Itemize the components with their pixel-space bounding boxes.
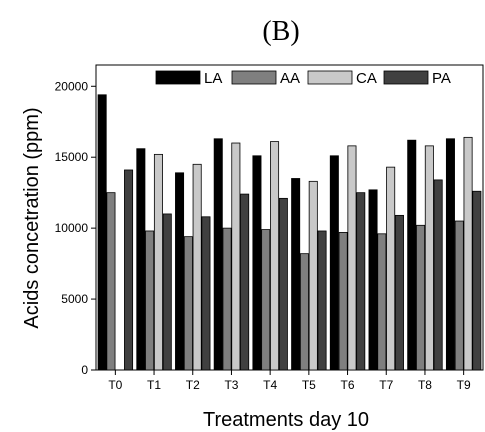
legend-swatch-ca xyxy=(307,70,353,85)
bar-aa-t9 xyxy=(454,220,464,371)
bar-aa-t7 xyxy=(377,233,387,371)
bar-ca-t6 xyxy=(347,145,357,371)
y-axis-title: Acids concetration (ppm) xyxy=(21,107,43,328)
bar-pa-t8 xyxy=(433,179,443,371)
bar-ca-t7 xyxy=(386,166,396,371)
bar-pa-t9 xyxy=(472,190,482,371)
bar-la-t3 xyxy=(213,138,223,371)
bar-la-t1 xyxy=(136,148,146,371)
legend-swatch-la xyxy=(155,70,201,85)
bar-aa-t5 xyxy=(299,253,309,371)
bar-pa-t1 xyxy=(162,213,172,371)
bar-ca-t2 xyxy=(192,163,202,371)
y-tick-label: 15000 xyxy=(55,150,89,164)
x-tick-label: T9 xyxy=(457,378,471,392)
legend-swatch-aa xyxy=(231,70,277,85)
bar-ca-t4 xyxy=(270,141,280,371)
legend-label-aa: AA xyxy=(280,70,300,87)
bar-la-t6 xyxy=(329,155,339,371)
bar-aa-t1 xyxy=(145,230,155,371)
x-tick-label: T4 xyxy=(263,378,277,392)
x-tick-label: T6 xyxy=(341,378,355,392)
bar-la-t7 xyxy=(368,189,378,371)
bar-la-t0 xyxy=(97,94,107,371)
bar-aa-t2 xyxy=(183,236,193,371)
legend-label-pa: PA xyxy=(432,70,451,87)
x-tick-label: T5 xyxy=(302,378,316,392)
bar-ca-t1 xyxy=(153,153,163,371)
x-tick-label: T2 xyxy=(186,378,200,392)
x-tick-label: T8 xyxy=(418,378,432,392)
legend: LA AA CA PA xyxy=(155,70,451,87)
x-tick-label: T0 xyxy=(108,378,122,392)
legend-label-la: LA xyxy=(204,70,222,87)
bar-la-t5 xyxy=(291,178,301,371)
plot-area: 0 5000 10000 15000 20000 T0 T1 T2 T3 T4 T5 T6 T7 T8 T9 xyxy=(55,64,484,392)
bar-aa-t0 xyxy=(106,192,116,371)
bar-pa-t2 xyxy=(201,216,211,371)
bar-aa-t3 xyxy=(222,227,232,371)
bar-pa-t5 xyxy=(317,230,327,371)
bar-pa-t0 xyxy=(124,169,134,371)
y-tick-label: 20000 xyxy=(55,79,89,93)
bar-ca-t5 xyxy=(308,180,318,371)
chart-title: (B) xyxy=(262,16,299,47)
bar-ca-t9 xyxy=(463,136,473,371)
bar-la-t9 xyxy=(445,138,455,371)
legend-label-ca: CA xyxy=(356,70,377,87)
bar-la-t8 xyxy=(407,139,417,371)
x-tick-label: T3 xyxy=(224,378,238,392)
y-tick-label: 5000 xyxy=(61,292,88,306)
bar-pa-t7 xyxy=(394,214,404,371)
y-tick-label: 0 xyxy=(81,363,88,377)
x-tick-label: T1 xyxy=(147,378,161,392)
bar-ca-t8 xyxy=(424,145,434,371)
bar-aa-t8 xyxy=(416,224,426,371)
y-tick-label: 10000 xyxy=(55,221,89,235)
plot-frame xyxy=(95,64,484,371)
bar-pa-t4 xyxy=(278,197,288,371)
bar-aa-t4 xyxy=(261,229,271,371)
bar-pa-t6 xyxy=(356,192,366,371)
bar-la-t4 xyxy=(252,155,262,371)
bar-ca-t3 xyxy=(231,142,241,371)
legend-swatch-pa xyxy=(383,70,429,85)
x-tick-label: T7 xyxy=(379,378,393,392)
bar-la-t2 xyxy=(175,172,185,371)
bar-pa-t3 xyxy=(240,193,250,371)
bar-aa-t6 xyxy=(338,231,348,371)
x-axis-title: Treatments day 10 xyxy=(203,409,369,431)
